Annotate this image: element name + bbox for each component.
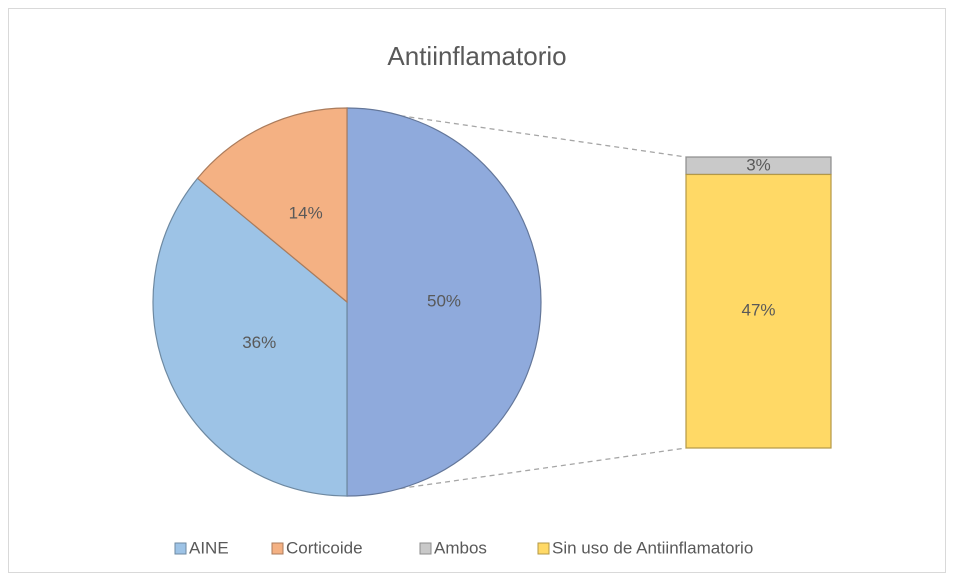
data-label: 47% bbox=[741, 301, 775, 320]
legend-label: Sin uso de Antiinflamatorio bbox=[552, 538, 753, 557]
data-label: 3% bbox=[746, 155, 771, 174]
pie-slice bbox=[196, 107, 348, 304]
data-label: 50% bbox=[427, 291, 461, 310]
legend-label: AINE bbox=[189, 538, 229, 557]
legend-swatch bbox=[174, 542, 187, 555]
bar-segment bbox=[685, 173, 832, 449]
legend-swatch bbox=[271, 542, 284, 555]
legend-label: Corticoide bbox=[286, 538, 363, 557]
legend-swatch bbox=[537, 542, 550, 555]
legend-swatch bbox=[419, 542, 432, 555]
data-label: 36% bbox=[242, 333, 276, 352]
pie-slice bbox=[346, 107, 542, 497]
chart-title: Antiinflamatorio bbox=[387, 41, 566, 71]
legend-label: Ambos bbox=[434, 538, 487, 557]
data-label: 14% bbox=[289, 204, 323, 223]
pie-slice bbox=[152, 177, 348, 497]
